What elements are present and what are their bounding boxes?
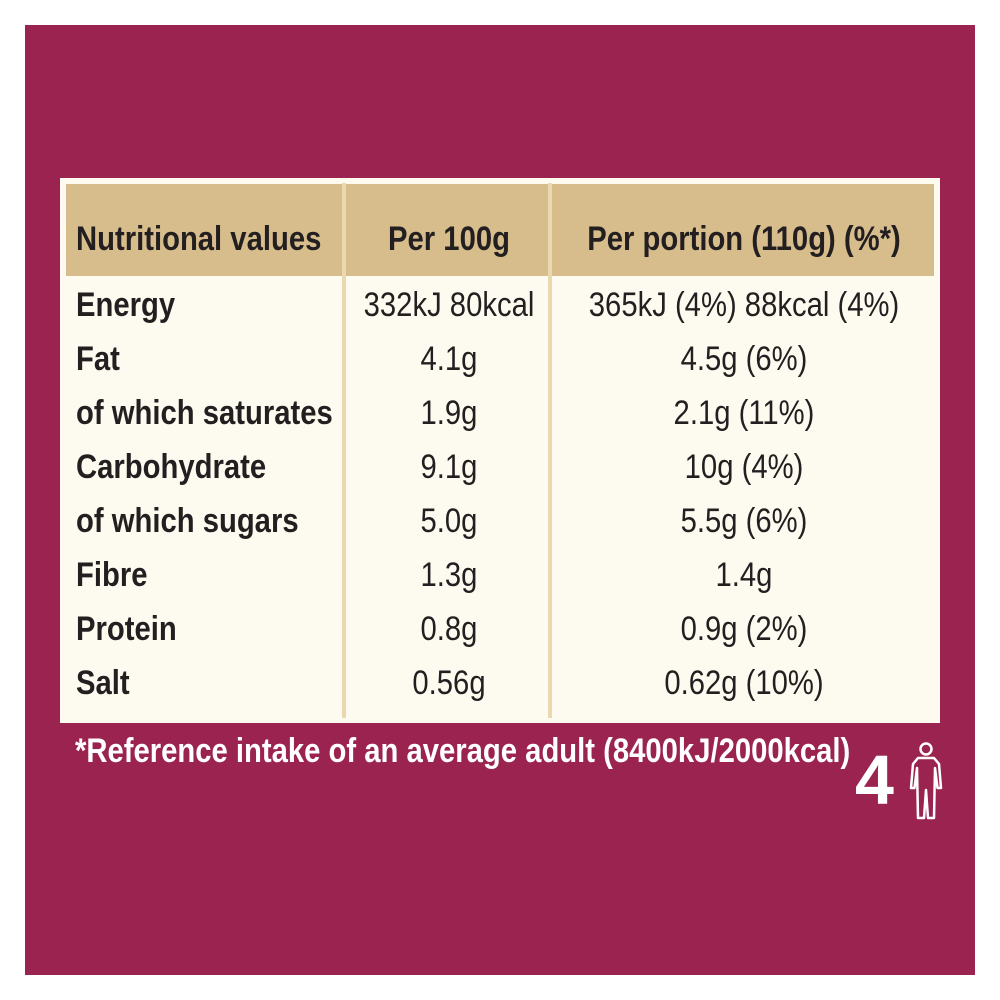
row-name-protein: Protein <box>76 610 177 648</box>
column-divider <box>548 183 552 718</box>
nutrition-table: Nutritional values Per 100g Per portion … <box>60 178 940 723</box>
row-per100-fat: 4.1g <box>420 340 478 378</box>
row-name-salt: Salt <box>76 664 130 702</box>
row-name-saturates: of which saturates <box>76 394 333 432</box>
row-name-energy: Energy <box>76 286 176 324</box>
label-panel: Nutritional values Per 100g Per portion … <box>25 25 975 975</box>
row-portion-sugars: 5.5g (6%) <box>680 502 808 540</box>
row-per100-energy: 332kJ 80kcal <box>363 286 535 324</box>
portions-count: 4 <box>855 741 894 819</box>
row-portion-salt: 0.62g (10%) <box>664 664 824 702</box>
person-icon <box>909 742 943 820</box>
header-per-portion: Per portion (110g) (%*) <box>587 220 901 258</box>
row-per100-sugars: 5.0g <box>420 502 478 540</box>
row-portion-fat: 4.5g (6%) <box>680 340 808 378</box>
header-nutritional-values: Nutritional values <box>76 220 322 258</box>
row-name-carbohydrate: Carbohydrate <box>76 448 267 486</box>
reference-intake-footnote: *Reference intake of an average adult (8… <box>75 732 851 770</box>
row-portion-energy: 365kJ (4%) 88kcal (4%) <box>588 286 900 324</box>
row-portion-saturates: 2.1g (11%) <box>673 394 815 432</box>
row-per100-salt: 0.56g <box>412 664 486 702</box>
row-portion-protein: 0.9g (2%) <box>680 610 808 648</box>
portions-indicator: 4 <box>855 740 975 820</box>
table-header <box>66 184 934 276</box>
header-per-100g: Per 100g <box>388 220 510 258</box>
column-divider <box>342 183 346 718</box>
row-per100-fibre: 1.3g <box>420 556 478 594</box>
row-per100-protein: 0.8g <box>420 610 478 648</box>
row-name-fibre: Fibre <box>76 556 148 594</box>
row-portion-fibre: 1.4g <box>715 556 773 594</box>
row-name-fat: Fat <box>76 340 120 378</box>
row-portion-carbohydrate: 10g (4%) <box>684 448 804 486</box>
row-per100-carbohydrate: 9.1g <box>420 448 478 486</box>
row-per100-saturates: 1.9g <box>420 394 478 432</box>
row-name-sugars: of which sugars <box>76 502 299 540</box>
